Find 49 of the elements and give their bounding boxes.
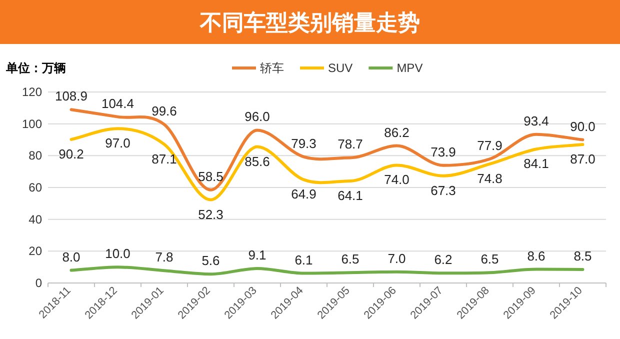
data-label: 7.8	[155, 250, 174, 265]
legend-label: SUV	[328, 61, 353, 75]
data-label: 7.0	[388, 250, 406, 266]
data-label: 97.0	[105, 136, 130, 151]
data-label: 108.9	[54, 88, 88, 104]
data-label: 67.3	[430, 182, 456, 198]
y-tick-label: 20	[28, 244, 42, 258]
data-label: 58.5	[198, 168, 224, 184]
y-tick-label: 120	[22, 85, 42, 99]
data-label: 84.1	[524, 156, 549, 172]
chart-title: 不同车型类别销量走势	[199, 10, 420, 35]
data-label: 8.5	[574, 248, 592, 264]
y-tick-label: 40	[28, 212, 42, 226]
data-label: 6.1	[294, 252, 313, 268]
data-label: 79.3	[291, 136, 316, 151]
y-tick-label: 0	[35, 276, 42, 290]
data-label: 74.0	[384, 172, 410, 188]
data-label: 73.9	[430, 144, 456, 160]
data-label: 96.0	[244, 109, 270, 124]
data-label: 90.0	[570, 118, 596, 134]
data-label: 6.2	[434, 252, 452, 268]
y-tick-label: 80	[28, 148, 42, 163]
data-label: 8.6	[527, 248, 546, 264]
data-label: 85.6	[244, 154, 270, 169]
y-tick-label: 60	[28, 180, 42, 194]
data-label: 93.4	[524, 113, 549, 128]
data-label: 6.5	[341, 252, 360, 267]
data-label: 10.0	[105, 246, 130, 262]
data-label: 64.1	[338, 188, 363, 203]
data-label: 78.7	[338, 136, 363, 152]
data-label: 5.6	[202, 253, 220, 268]
y-tick-label: 100	[22, 116, 42, 131]
line-series	[70, 266, 584, 276]
data-label: 87.1	[152, 151, 177, 166]
legend-label: 轿车	[260, 61, 284, 75]
data-label: 86.2	[384, 124, 410, 140]
data-label: 90.2	[58, 146, 84, 162]
data-label: 64.9	[291, 186, 316, 202]
data-label: 9.1	[248, 248, 266, 263]
data-label: 104.4	[101, 96, 134, 111]
data-label: 74.8	[477, 170, 502, 186]
legend-label: MPV	[396, 61, 423, 75]
data-label: 77.9	[477, 138, 502, 154]
data-label: 87.0	[570, 152, 596, 167]
data-label: 52.3	[198, 206, 224, 222]
data-label: 8.0	[62, 249, 80, 264]
data-label: 6.5	[480, 252, 499, 267]
y-axis-title: 单位：万辆	[5, 61, 66, 75]
data-label: 99.6	[152, 103, 177, 118]
